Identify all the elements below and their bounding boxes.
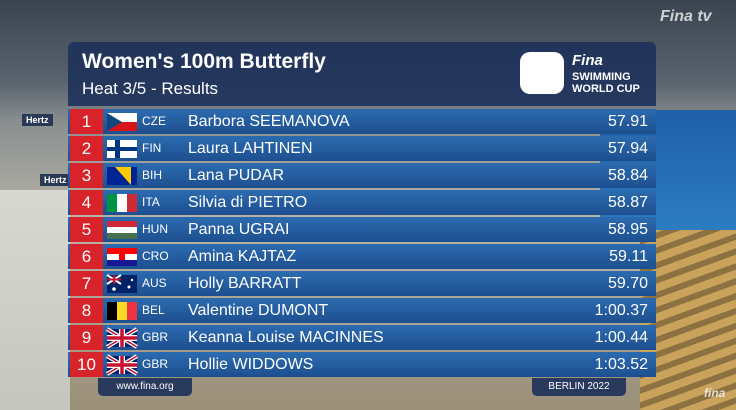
flag [107, 302, 137, 320]
result-row: 3 BIH Lana PUDAR 58.84 [68, 163, 656, 188]
logo-text: WORLD CUP [572, 83, 640, 95]
country-code: BIH [142, 168, 163, 182]
country-code: BEL [142, 303, 165, 317]
results-panel: Women's 100m Butterfly Heat 3/5 - Result… [68, 42, 656, 398]
athlete-name: Barbora SEEMANOVA [188, 113, 350, 130]
sign: Hertz [22, 114, 53, 126]
flag [105, 354, 139, 376]
sign: Hertz [40, 174, 71, 186]
rank: 10 [70, 352, 103, 377]
flag [106, 274, 137, 293]
result-time: 58.87 [607, 194, 648, 211]
flag [107, 248, 137, 266]
flag [105, 327, 139, 349]
result-row: 10 GBR Hollie WIDDOWS 1:03.52 [68, 352, 656, 377]
rank: 4 [70, 190, 103, 215]
flags [105, 113, 139, 376]
flag [107, 194, 137, 212]
logo-brand: Fina [572, 52, 603, 69]
rank: 8 [70, 298, 103, 323]
result-row: 5 HUN Panna UGRAI 58.95 [68, 217, 656, 242]
athlete-name: Valentine DUMONT [188, 302, 329, 319]
result-row: 2 FIN Laura LAHTINEN 57.94 [68, 136, 656, 161]
result-row: 8 BEL Valentine DUMONT 1:00.37 [68, 298, 656, 323]
logo: Fina SWIMMING WORLD CUP [520, 50, 650, 98]
rank: 3 [70, 163, 103, 188]
result-time: 57.91 [607, 113, 648, 130]
result-time: 58.84 [607, 167, 648, 184]
result-time: 59.70 [607, 275, 648, 292]
flag [107, 113, 137, 131]
location: BERLIN 2022 [532, 378, 626, 396]
country-code: GBR [142, 357, 169, 371]
result-row: 1 CZE Barbora SEEMANOVA 57.91 [68, 109, 656, 134]
athlete-name: Keanna Louise MACINNES [188, 329, 384, 346]
athlete-name: Amina KAJTAZ [188, 248, 297, 265]
country-code: AUS [142, 276, 167, 290]
result-time: 57.94 [607, 140, 648, 157]
rank: 1 [70, 109, 103, 134]
rank: 9 [70, 325, 103, 350]
flag [107, 140, 137, 158]
country-code: GBR [142, 330, 169, 344]
result-time: 1:00.44 [594, 329, 648, 346]
result-row: 9 GBR Keanna Louise MACINNES 1:00.44 [68, 325, 656, 350]
rank: 7 [70, 271, 103, 296]
flag [107, 167, 137, 185]
country-code: CZE [142, 114, 166, 128]
result-time: 1:03.52 [594, 356, 648, 373]
flag [107, 221, 137, 239]
logo-text: SWIMMING [572, 71, 631, 83]
country-code: HUN [142, 222, 168, 236]
rank: 2 [70, 136, 103, 161]
athlete-name: Silvia di PIETRO [188, 194, 308, 211]
athlete-name: Panna UGRAI [188, 221, 290, 238]
result-row: 4 ITA Silvia di PIETRO 58.87 [68, 190, 656, 215]
country-code: CRO [142, 249, 169, 263]
logo-mark [520, 52, 564, 94]
website: www.fina.org [98, 378, 192, 396]
result-row: 6 CRO Amina KAJTAZ 59.11 [68, 244, 656, 269]
result-time: 58.95 [607, 221, 648, 238]
result-row: 7 AUS Holly BARRATT 59.70 [68, 271, 656, 296]
deck [0, 190, 70, 410]
athlete-name: Laura LAHTINEN [188, 140, 313, 157]
athlete-name: Hollie WIDDOWS [188, 356, 314, 373]
country-code: FIN [142, 141, 162, 155]
title: Women's 100m Butterfly [82, 50, 326, 73]
rank: 5 [70, 217, 103, 242]
result-time: 59.11 [609, 248, 648, 265]
header: Women's 100m Butterfly Heat 3/5 - Result… [68, 42, 656, 106]
athlete-name: Holly BARRATT [188, 275, 302, 292]
rank: 6 [70, 244, 103, 269]
country-code: ITA [142, 195, 160, 209]
result-time: 1:00.37 [594, 302, 648, 319]
subtitle: Heat 3/5 - Results [82, 79, 219, 98]
seats [640, 230, 736, 410]
watermark: fina [704, 386, 726, 400]
athlete-name: Lana PUDAR [188, 167, 285, 184]
watermark: Fina tv [660, 8, 712, 25]
